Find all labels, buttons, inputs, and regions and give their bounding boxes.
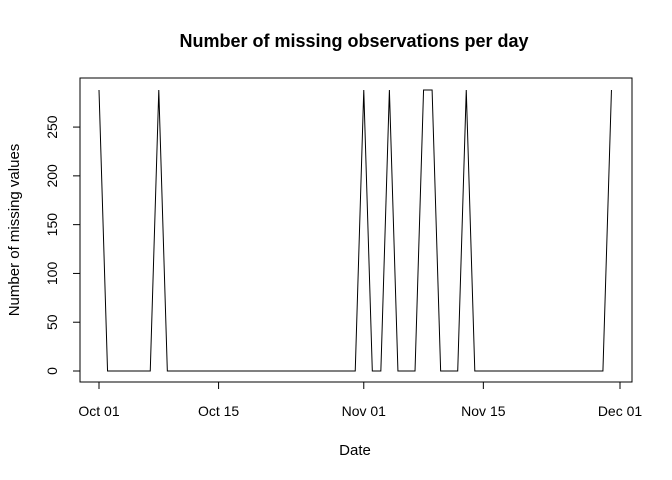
y-tick-label: 250 bbox=[44, 115, 60, 139]
y-tick-label: 100 bbox=[44, 262, 60, 286]
x-tick-label: Dec 01 bbox=[598, 403, 643, 419]
y-tick-label: 150 bbox=[44, 213, 60, 237]
series-line bbox=[98, 89, 612, 372]
series-layer bbox=[98, 89, 612, 372]
chart-title: Number of missing observations per day bbox=[179, 31, 528, 51]
y-tick-label: 200 bbox=[44, 164, 60, 188]
y-axis-label: Number of missing values bbox=[6, 144, 23, 317]
x-tick-label: Nov 01 bbox=[342, 403, 387, 419]
x-tick-label: Oct 15 bbox=[198, 403, 239, 419]
y-tick-label: 0 bbox=[44, 367, 60, 375]
x-tick-label: Oct 01 bbox=[78, 403, 119, 419]
y-tick-label: 50 bbox=[44, 314, 60, 330]
x-axis: Oct 01 Oct 15 Nov 01 Nov 15 Dec 01 bbox=[78, 381, 643, 419]
x-axis-label: Date bbox=[339, 442, 371, 459]
x-tick-label: Nov 15 bbox=[461, 403, 506, 419]
y-axis: 0 50 100 150 200 250 bbox=[44, 115, 81, 375]
